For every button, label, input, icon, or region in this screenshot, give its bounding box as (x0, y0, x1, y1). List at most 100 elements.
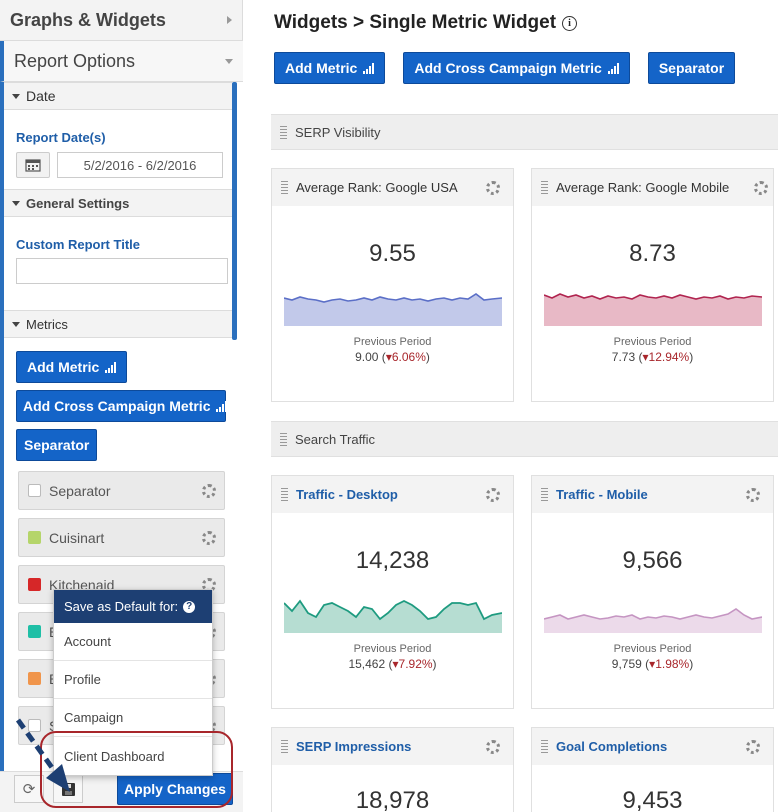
bar-chart-icon (363, 62, 375, 74)
metric-color-swatch[interactable] (28, 578, 41, 591)
metric-checkbox[interactable] (28, 719, 41, 732)
widget-title[interactable]: Traffic - Desktop (296, 487, 398, 502)
report-dates-label: Report Date(s) (16, 130, 106, 145)
metric-color-swatch[interactable] (28, 531, 41, 544)
drag-handle-icon[interactable] (541, 488, 548, 501)
menu-item-campaign[interactable]: Campaign (54, 699, 212, 737)
custom-title-label: Custom Report Title (16, 237, 140, 252)
previous-value: 9.00 (355, 350, 379, 364)
gear-icon[interactable] (746, 488, 760, 502)
metric-item-name: Separator (49, 482, 111, 499)
previous-period-values: 15,462 (▾7.92%) (348, 657, 437, 671)
drag-handle-icon[interactable] (281, 488, 288, 501)
date-range-input[interactable]: 5/2/2016 - 6/2/2016 (57, 152, 223, 178)
menu-item-client-dashboard[interactable]: Client Dashboard (64, 748, 165, 764)
chevron-right-icon (227, 16, 232, 24)
gear-icon[interactable] (202, 530, 216, 545)
drag-handle-icon[interactable] (281, 181, 288, 194)
general-settings-header[interactable]: General Settings (4, 189, 232, 217)
down-arrow-icon: ▾ (392, 657, 399, 671)
graphs-widgets-title: Graphs & Widgets (10, 9, 166, 30)
menu-item-profile[interactable]: Profile (54, 661, 212, 699)
add-metric-button[interactable]: Add Metric (274, 52, 386, 84)
collapse-icon (12, 200, 20, 206)
add-cross-campaign-metric-button[interactable]: Add Cross Campaign Metric (16, 390, 228, 422)
widget-title: Average Rank: Google USA (296, 180, 458, 195)
metric-item[interactable]: Separator (18, 471, 225, 510)
sparkline-chart (283, 599, 502, 633)
date-section-header[interactable]: Date (4, 82, 232, 110)
bar-chart-icon (216, 400, 228, 412)
separator-button[interactable]: Separator (16, 429, 98, 461)
add-metric-button[interactable]: Add Metric (16, 351, 128, 383)
previous-period-values: 9,759 (▾1.98%) (611, 657, 694, 671)
separator-search-traffic[interactable]: Search Traffic (271, 421, 778, 457)
separator-label: Separator (658, 60, 725, 76)
report-options-header[interactable]: Report Options (0, 41, 243, 82)
metric-item[interactable]: Cuisinart (18, 518, 225, 557)
menu-item-account[interactable]: Account (54, 623, 212, 661)
gear-icon[interactable] (202, 483, 216, 498)
metric-checkbox[interactable] (28, 484, 41, 497)
widget-traffic-mobile: Traffic - Mobile 9,566 Previous Period 9… (531, 475, 774, 709)
change-percent: 7.92% (398, 657, 433, 671)
report-options-body: Date Report Date(s) 5/2/2016 - 6/2/2016 … (0, 82, 243, 812)
metric-item-name: Cuisinart (49, 529, 105, 546)
gear-icon[interactable] (746, 740, 760, 754)
add-metric-label: Add Metric (285, 60, 358, 76)
widget-value: 9.55 (369, 240, 416, 267)
widget-value: 9,566 (622, 547, 683, 574)
sparkline-chart (543, 293, 762, 326)
apply-changes-button[interactable]: Apply Changes (117, 773, 233, 805)
widget-header: Traffic - Mobile (532, 476, 773, 513)
down-arrow-icon: ▾ (649, 657, 656, 671)
separator-serp-visibility[interactable]: SERP Visibility (271, 114, 778, 150)
refresh-button[interactable]: ⟳ (14, 775, 44, 803)
report-options-title: Report Options (14, 50, 136, 71)
previous-period-label: Previous Period (353, 643, 432, 655)
collapse-icon (12, 321, 20, 327)
sidebar-scrollbar[interactable] (232, 82, 237, 340)
add-cross-campaign-metric-button[interactable]: Add Cross Campaign Metric (403, 52, 630, 84)
save-default-menu-header: Save as Default for: ? (54, 590, 212, 623)
drag-handle-icon[interactable] (280, 125, 287, 139)
widget-value: 9,453 (622, 787, 683, 812)
info-icon[interactable]: i (562, 15, 578, 31)
metrics-section-header[interactable]: Metrics (4, 310, 232, 338)
bar-chart-icon (105, 361, 117, 373)
page-title-text: Widgets > Single Metric Widget (274, 12, 557, 33)
drag-handle-icon[interactable] (541, 740, 548, 753)
gear-icon[interactable] (486, 181, 500, 195)
general-settings-title: General Settings (26, 195, 130, 211)
help-icon[interactable]: ? (183, 600, 196, 613)
widget-average-rank-google-mobile: Average Rank: Google Mobile 8.73 Previou… (531, 168, 774, 402)
widget-title[interactable]: Traffic - Mobile (556, 487, 648, 502)
custom-title-input[interactable] (16, 258, 228, 284)
metric-color-swatch[interactable] (28, 625, 41, 638)
drag-handle-icon[interactable] (281, 740, 288, 753)
sparkline-chart (543, 608, 762, 633)
previous-period-label: Previous Period (613, 643, 692, 655)
gear-icon[interactable] (486, 488, 500, 502)
separator-button[interactable]: Separator (647, 52, 736, 84)
widget-title: Average Rank: Google Mobile (556, 180, 730, 195)
change-percent: 12.94% (648, 350, 690, 364)
drag-handle-icon[interactable] (541, 181, 548, 194)
date-section-title: Date (26, 88, 56, 104)
widget-value: 14,238 (355, 547, 430, 574)
gear-icon[interactable] (754, 181, 768, 195)
previous-value: 7.73 (611, 350, 636, 364)
metric-color-swatch[interactable] (28, 672, 41, 685)
calendar-button[interactable] (16, 152, 50, 178)
save-default-button[interactable] (53, 775, 83, 803)
widget-value: 8.73 (629, 240, 676, 267)
save-default-title: Save as Default for: (64, 599, 179, 614)
refresh-icon: ⟳ (22, 781, 36, 798)
gear-icon[interactable] (486, 740, 500, 754)
widget-header: Average Rank: Google Mobile (532, 169, 773, 206)
sparkline-chart (283, 293, 502, 326)
widget-title[interactable]: Goal Completions (556, 739, 668, 754)
drag-handle-icon[interactable] (280, 432, 287, 446)
widget-title[interactable]: SERP Impressions (296, 739, 412, 754)
graphs-widgets-header[interactable]: Graphs & Widgets (0, 0, 242, 41)
